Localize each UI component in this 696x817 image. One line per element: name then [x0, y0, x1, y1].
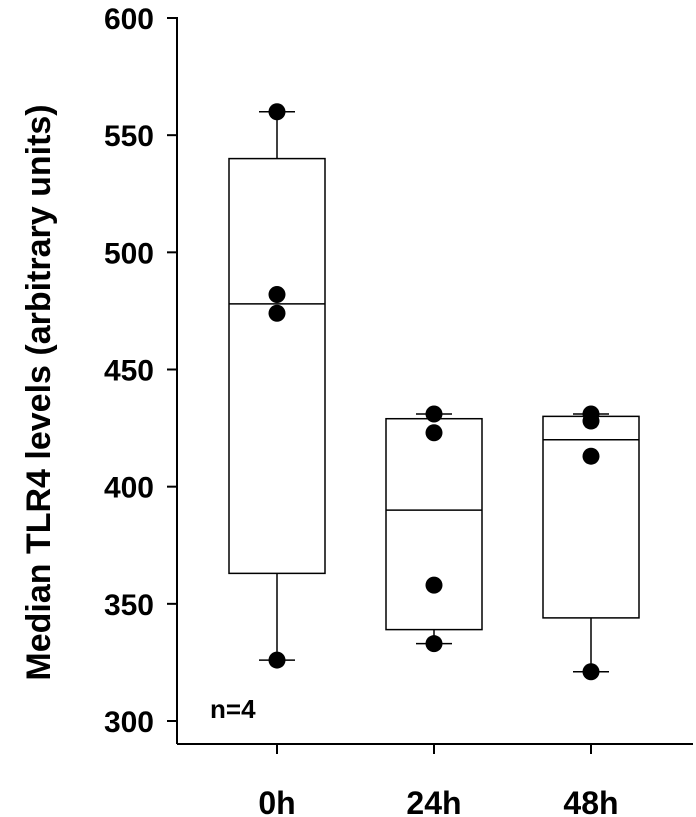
box-0h — [228, 110, 326, 661]
y-tick-label: 450 — [104, 355, 154, 388]
y-tick-label: 550 — [104, 120, 154, 153]
data-point — [582, 447, 600, 465]
x-tick-label: 0h — [258, 785, 295, 817]
data-points — [268, 103, 600, 681]
interquartile-box — [228, 157, 326, 575]
y-tick-label: 500 — [104, 237, 154, 270]
data-point — [425, 635, 443, 653]
data-point — [582, 412, 600, 430]
box-48h — [542, 413, 640, 673]
data-point — [268, 304, 286, 322]
data-point — [425, 405, 443, 423]
y-tick-label: 600 — [104, 3, 154, 36]
data-point — [268, 286, 286, 304]
interquartile-box — [542, 415, 640, 619]
sample-size-annotation: n=4 — [210, 694, 256, 724]
data-point — [268, 651, 286, 669]
y-ticks: 300 350 400 450 500 550 600 — [104, 3, 177, 739]
y-tick-label: 300 — [104, 706, 154, 739]
y-axis-label: Median TLR4 levels (arbitrary units) — [20, 104, 58, 680]
data-point — [425, 424, 443, 442]
data-point — [582, 663, 600, 681]
y-tick-label: 400 — [104, 472, 154, 505]
interquartile-box — [385, 417, 483, 631]
x-tick-label: 48h — [563, 785, 618, 817]
x-ticks: 0h 24h 48h — [258, 744, 619, 817]
box-24h — [385, 413, 483, 645]
data-point — [268, 103, 286, 121]
x-tick-label: 24h — [406, 785, 461, 817]
y-tick-label: 350 — [104, 589, 154, 622]
data-point — [425, 576, 443, 594]
